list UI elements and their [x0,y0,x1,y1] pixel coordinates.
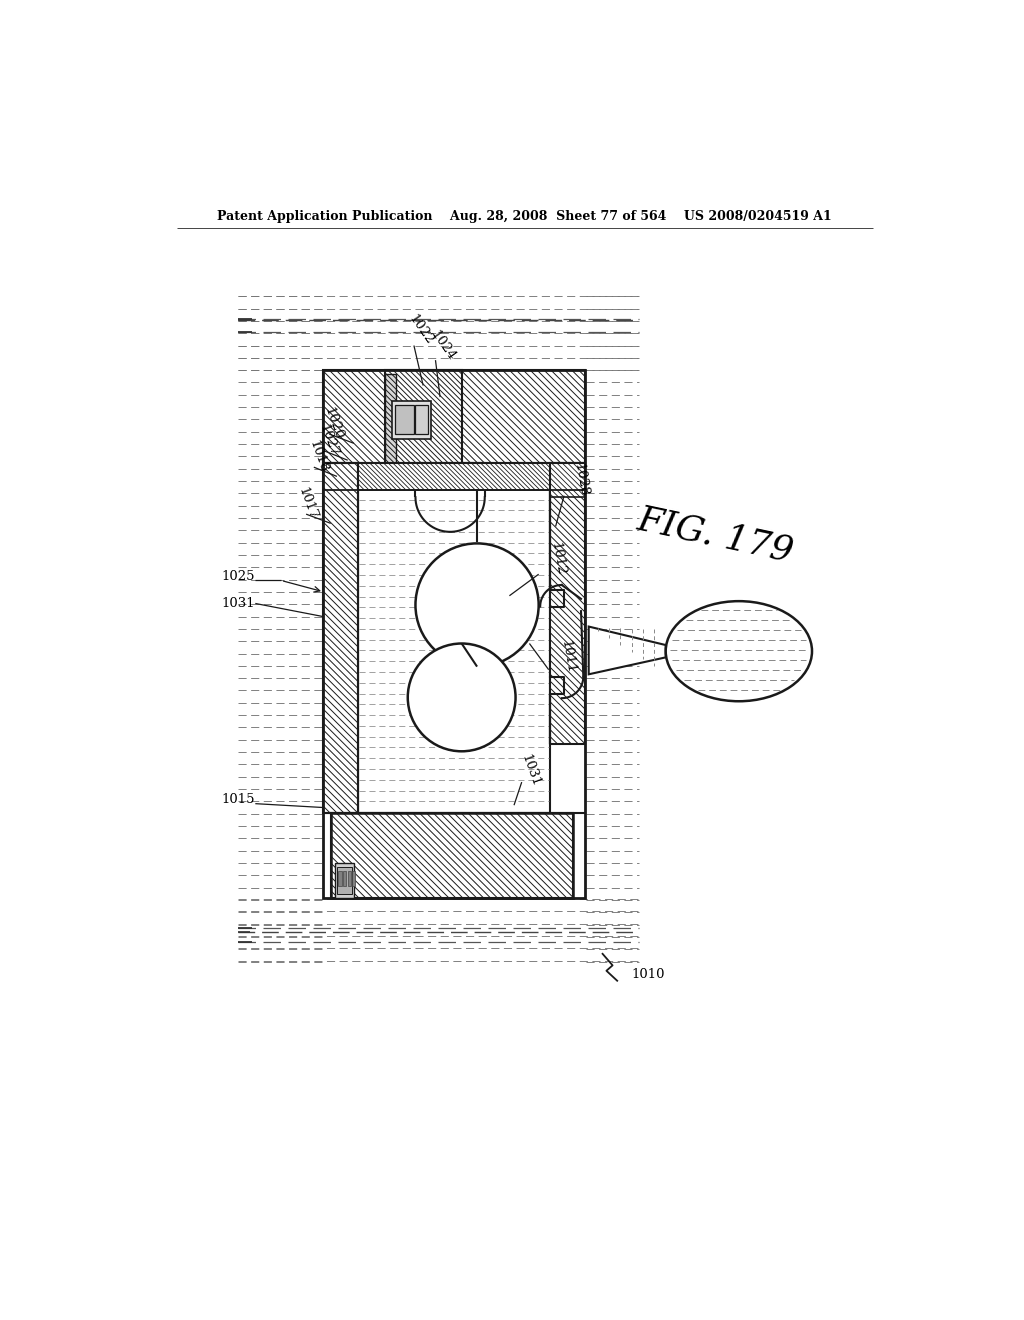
Bar [357,462,550,490]
Text: FIG. 179: FIG. 179 [635,503,797,569]
Bar [331,813,573,898]
Circle shape [408,644,515,751]
Bar [416,405,428,434]
Text: 1024: 1024 [428,329,458,363]
Bar [392,401,431,440]
Circle shape [416,544,539,667]
Text: 1025: 1025 [222,570,255,583]
Polygon shape [589,627,666,675]
Text: 1017: 1017 [296,486,319,521]
Bar [323,462,357,813]
Bar [323,370,585,462]
Text: 1022: 1022 [407,313,436,347]
Bar [323,370,585,898]
Text: 1012: 1012 [549,541,567,577]
Text: 1010: 1010 [631,968,665,981]
Bar [339,871,342,886]
Bar [337,867,352,894]
Bar [550,462,585,498]
Bar [331,813,573,898]
Ellipse shape [666,601,812,701]
Bar [395,405,414,434]
Bar [335,863,354,898]
Bar [348,871,351,886]
Bar [352,871,355,886]
Bar [343,871,346,886]
Bar [550,462,585,743]
Text: 1015: 1015 [222,793,255,807]
Text: 1027: 1027 [316,422,341,458]
Text: 1031: 1031 [221,597,255,610]
Bar [357,462,550,813]
Text: Patent Application Publication    Aug. 28, 2008  Sheet 77 of 564    US 2008/0204: Patent Application Publication Aug. 28, … [217,210,833,223]
Bar [385,374,396,462]
Text: 1031: 1031 [518,752,543,788]
Text: 1011: 1011 [559,640,578,675]
Bar [385,370,462,462]
Text: 1028: 1028 [571,462,590,498]
Text: 1018: 1018 [306,438,330,474]
Text: 1020: 1020 [322,405,345,441]
